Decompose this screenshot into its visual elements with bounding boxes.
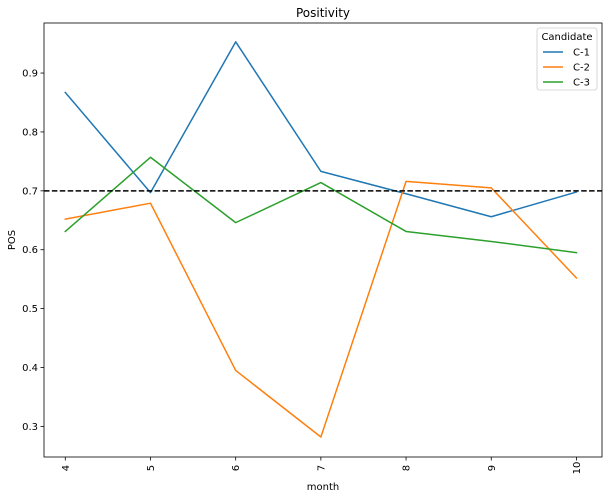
x-tick-label: 9 xyxy=(487,465,498,471)
series-line-c-3 xyxy=(64,156,578,254)
legend-entry-c-2: C-2 xyxy=(573,63,590,74)
plot-frame xyxy=(43,22,603,458)
chart-title: Positivity xyxy=(296,6,350,20)
x-tick-label: 4 xyxy=(61,465,72,471)
legend-entry-c-3: C-3 xyxy=(573,78,590,89)
legend-title: Candidate xyxy=(541,32,592,43)
series-line-c-2 xyxy=(64,180,578,438)
plot-area: 0.3 0.4 0.5 0.6 0.7 0.8 0.9 4 5 6 7 8 9 10 xyxy=(22,22,603,475)
x-tick-label: 7 xyxy=(316,465,327,471)
y-tick-label: 0.8 xyxy=(22,127,38,138)
x-tick-label: 10 xyxy=(572,462,583,475)
x-tick-label: 6 xyxy=(231,465,242,471)
x-tick-label: 5 xyxy=(146,465,157,471)
legend-entry-c-1: C-1 xyxy=(573,48,590,59)
y-tick-label: 0.9 xyxy=(22,69,38,80)
series-line-c-1 xyxy=(64,41,578,218)
y-tick-label: 0.5 xyxy=(22,304,38,315)
y-tick-label: 0.7 xyxy=(22,186,38,197)
y-tick-label: 0.4 xyxy=(22,363,38,374)
y-tick-label: 0.6 xyxy=(22,245,38,256)
legend-box xyxy=(536,27,598,91)
y-axis-label: POS xyxy=(7,230,18,250)
legend: Candidate C-1 C-2 C-3 xyxy=(536,27,598,91)
y-tick-label: 0.3 xyxy=(22,422,38,433)
x-axis-label: month xyxy=(307,482,339,493)
x-tick-label: 8 xyxy=(402,465,413,471)
